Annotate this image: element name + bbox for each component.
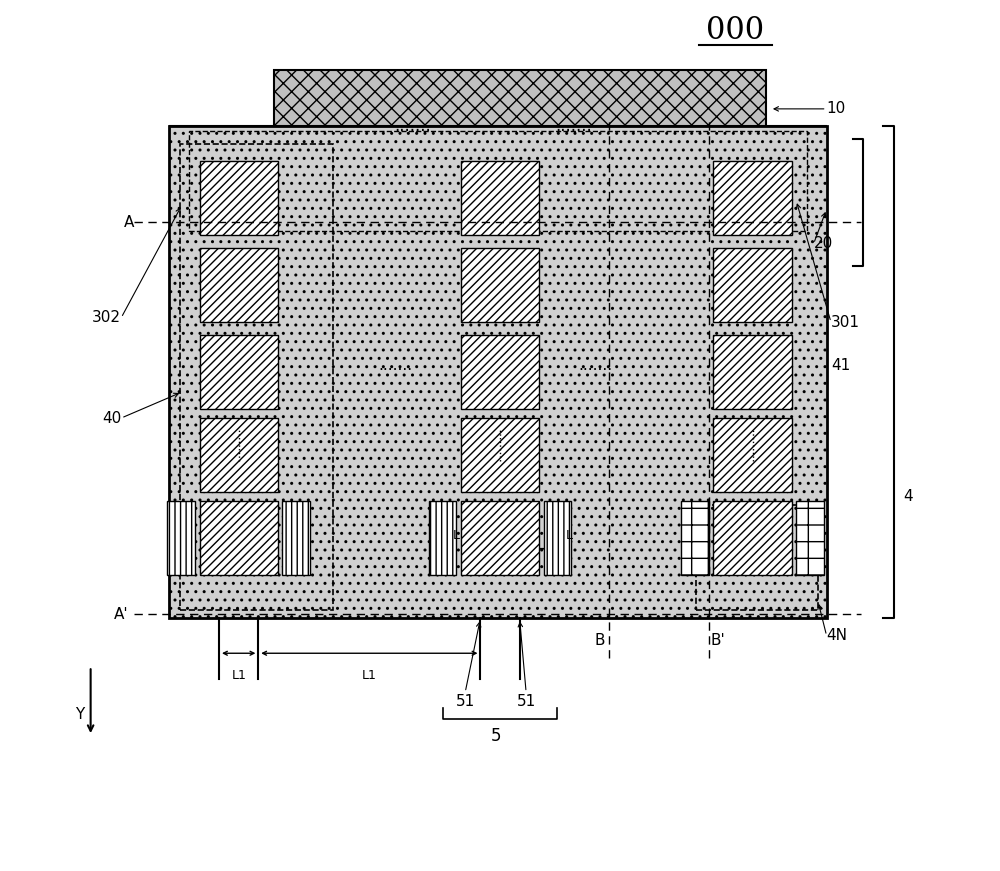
Bar: [461, 161, 539, 235]
Bar: [713, 418, 792, 492]
Text: 40: 40: [102, 410, 121, 426]
Bar: [461, 418, 539, 492]
Bar: [282, 501, 310, 575]
Text: 5: 5: [490, 727, 501, 745]
Text: 51: 51: [517, 693, 536, 709]
Text: L1: L1: [362, 669, 377, 681]
Bar: [681, 501, 709, 575]
Text: 20: 20: [814, 236, 833, 252]
Text: L: L: [453, 530, 460, 542]
Text: B: B: [595, 632, 605, 648]
Bar: [200, 418, 278, 492]
Bar: [200, 161, 278, 235]
Bar: [189, 131, 807, 231]
Text: .......: .......: [395, 118, 431, 135]
Text: A: A: [124, 214, 134, 230]
Text: Y: Y: [76, 706, 85, 722]
Bar: [713, 335, 792, 409]
Bar: [461, 248, 539, 322]
Bar: [200, 248, 278, 322]
Bar: [169, 126, 827, 618]
Text: 000: 000: [706, 15, 764, 46]
Bar: [167, 501, 195, 575]
Text: 4: 4: [903, 489, 913, 504]
Bar: [200, 501, 278, 575]
Text: 51: 51: [456, 693, 475, 709]
Bar: [274, 70, 766, 126]
Text: B': B': [710, 632, 725, 648]
Text: .......: .......: [579, 358, 613, 374]
Text: L1: L1: [231, 669, 246, 681]
Text: 302: 302: [92, 310, 121, 326]
Bar: [796, 501, 824, 575]
Bar: [180, 144, 333, 610]
Bar: [461, 501, 539, 575]
Text: A': A': [113, 606, 128, 622]
Bar: [713, 248, 792, 322]
Text: .......: .......: [556, 118, 592, 135]
Text: 4N: 4N: [827, 628, 848, 644]
Bar: [696, 505, 818, 610]
Bar: [713, 501, 792, 575]
Text: .......: .......: [378, 358, 413, 374]
Text: 41: 41: [831, 358, 850, 374]
Bar: [429, 501, 456, 575]
Bar: [461, 335, 539, 409]
Bar: [200, 335, 278, 409]
Text: 301: 301: [831, 314, 860, 330]
Bar: [713, 161, 792, 235]
Text: L: L: [566, 530, 573, 542]
Text: 10: 10: [827, 101, 846, 117]
Bar: [544, 501, 571, 575]
